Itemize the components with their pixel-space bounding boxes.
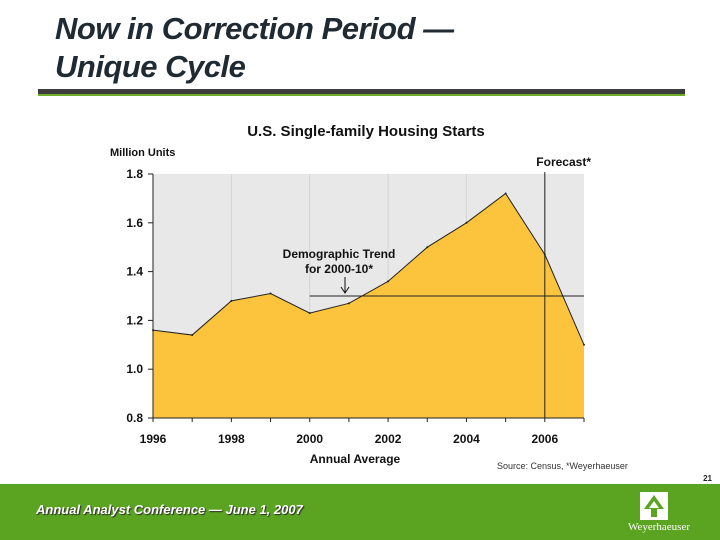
x-tick-label: 2002	[375, 432, 402, 446]
area-series	[153, 193, 584, 418]
y-tick-label: 1.8	[126, 167, 143, 181]
weyerhaeuser-logo: Weyerhaeuser	[614, 492, 704, 536]
x-axis-label: Annual Average	[310, 452, 401, 466]
reference-line-label-2: for 2000-10*	[305, 262, 373, 276]
data-point	[191, 334, 194, 337]
data-point	[308, 312, 311, 315]
y-tick-label: 1.2	[126, 313, 143, 327]
y-tick-label: 1.4	[126, 265, 143, 279]
title-divider	[38, 89, 685, 94]
y-tick-label: 0.8	[126, 411, 143, 425]
down-arrow-icon	[340, 277, 350, 294]
reference-line-label: Demographic Trend	[283, 247, 396, 261]
forecast-label: Forecast*	[536, 155, 591, 169]
data-point	[269, 292, 272, 295]
x-tick-label: 2006	[531, 432, 558, 446]
data-point	[230, 299, 233, 302]
x-tick-label: 2004	[453, 432, 480, 446]
footer-bar: Annual Analyst Conference — June 1, 2007…	[0, 484, 720, 540]
data-point	[426, 246, 429, 249]
area-series-outline	[152, 192, 585, 345]
chart-title: U.S. Single-family Housing Starts	[247, 123, 485, 140]
data-point	[387, 280, 390, 283]
tree-logo-icon	[640, 492, 668, 520]
y-axis-label: Million Units	[110, 147, 175, 159]
data-point	[465, 221, 468, 224]
page-number: 21	[703, 474, 712, 483]
slide-title-line-1: Now in Correction Period —	[55, 11, 454, 46]
footer-text: Annual Analyst Conference — June 1, 2007	[36, 502, 303, 517]
title-divider-accent	[38, 94, 685, 96]
data-point	[347, 302, 350, 305]
logo-text: Weyerhaeuser	[627, 521, 691, 533]
x-tick-label: 1996	[140, 432, 167, 446]
x-tick-label: 2000	[296, 432, 323, 446]
data-point	[583, 343, 585, 346]
y-tick-label: 1.6	[126, 216, 143, 230]
x-tick-label: 1998	[218, 432, 245, 446]
data-point	[504, 192, 507, 195]
housing-starts-chart: U.S. Single-family Housing Starts Millio…	[110, 123, 591, 466]
slide-title-line-2: Unique Cycle	[55, 49, 246, 84]
y-tick-label: 1.0	[126, 362, 143, 376]
source-note: Source: Census, *Weyerhaeuser	[497, 461, 628, 471]
slide-title: Now in Correction Period — Unique Cycle	[55, 10, 454, 86]
